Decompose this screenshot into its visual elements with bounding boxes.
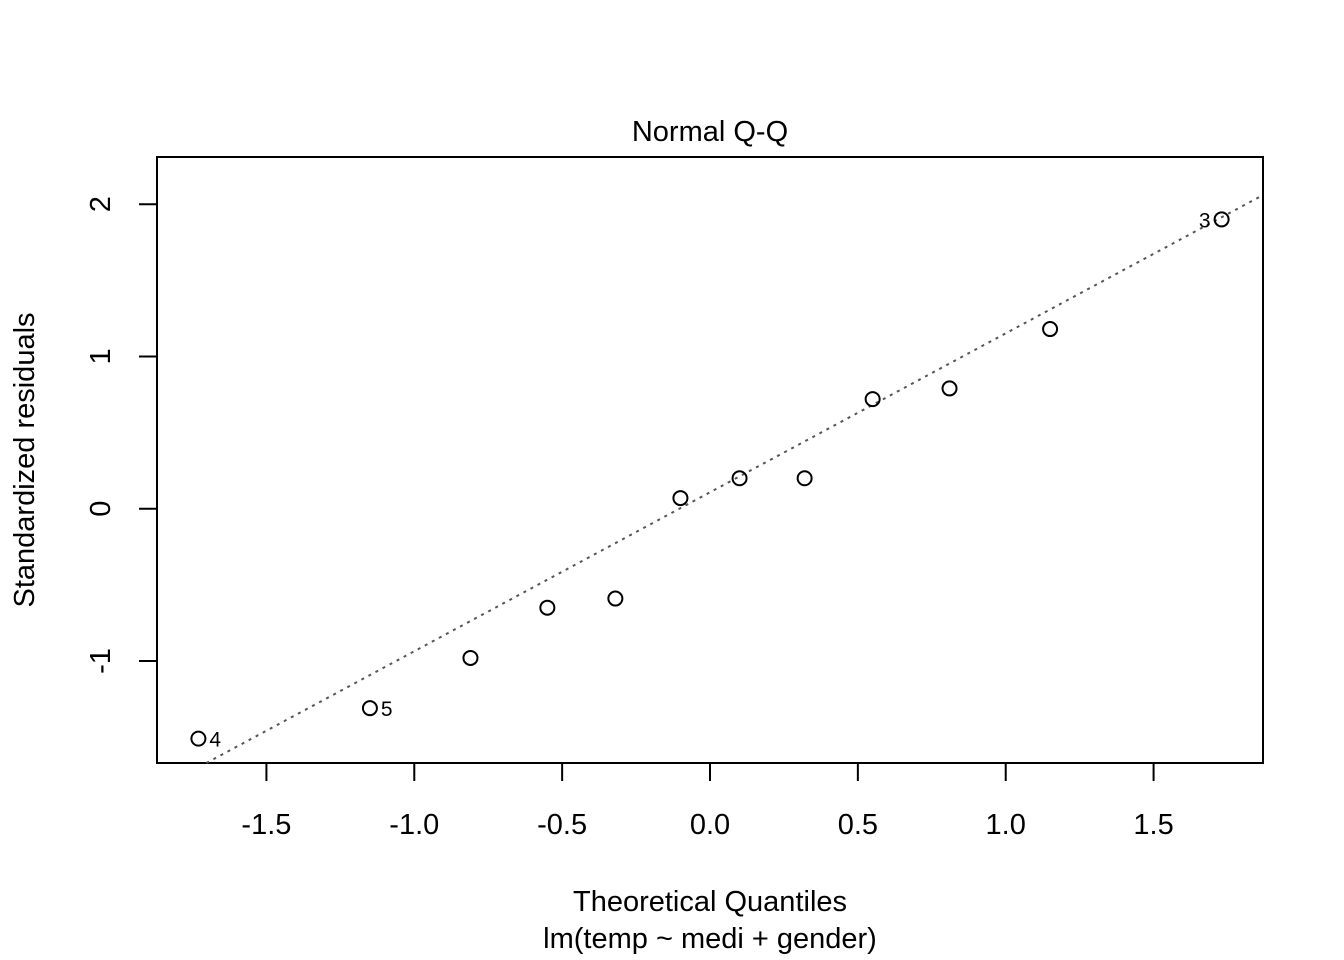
data-point — [731, 470, 748, 487]
chart-title: Normal Q-Q — [632, 116, 788, 148]
x-tick-label: 1.0 — [986, 809, 1026, 841]
x-tick-label: -0.5 — [537, 809, 587, 841]
chart-subtitle: lm(temp ~ medi + gender) — [543, 923, 877, 955]
plot-frame — [156, 156, 1264, 764]
x-tick-label: -1.5 — [241, 809, 291, 841]
data-point — [607, 590, 624, 607]
y-tick-label: 0 — [85, 501, 117, 517]
data-point — [462, 649, 479, 666]
point-label: 3 — [1199, 209, 1211, 232]
data-point — [539, 599, 556, 616]
data-point — [864, 391, 881, 408]
data-point — [672, 490, 689, 507]
x-tick-label: 1.5 — [1133, 809, 1173, 841]
data-point — [796, 470, 813, 487]
y-axis-label: Standardized residuals — [9, 312, 41, 607]
y-tick-label: 1 — [85, 348, 117, 364]
y-tick-label: -1 — [85, 648, 117, 674]
data-point — [941, 380, 958, 397]
x-axis-label: Theoretical Quantiles — [573, 886, 847, 918]
y-tick-label: 2 — [85, 196, 117, 212]
data-point — [1213, 211, 1230, 228]
x-tick-label: 0.5 — [838, 809, 878, 841]
point-label: 4 — [209, 729, 221, 752]
data-point — [361, 700, 378, 717]
data-point — [190, 730, 207, 747]
reference-line — [205, 194, 1264, 764]
data-point — [1042, 321, 1059, 338]
x-tick-label: 0.0 — [690, 809, 730, 841]
x-tick-label: -1.0 — [389, 809, 439, 841]
point-label: 5 — [381, 698, 393, 721]
